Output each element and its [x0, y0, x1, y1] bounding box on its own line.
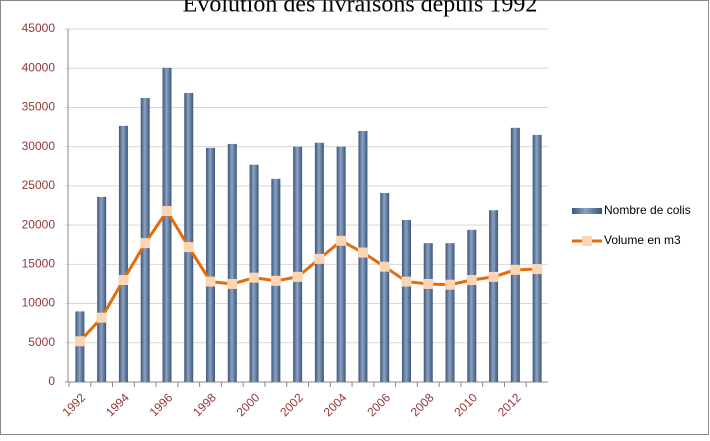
bar: [423, 243, 433, 382]
bar: [532, 134, 542, 382]
marker: [466, 275, 477, 286]
marker: [357, 247, 368, 258]
bar: [162, 67, 172, 382]
marker: [140, 238, 151, 249]
marker: [292, 271, 303, 282]
bar: [489, 210, 499, 382]
marker: [488, 271, 499, 282]
marker: [183, 242, 194, 253]
marker: [205, 276, 216, 287]
marker: [270, 275, 281, 286]
marker: [336, 235, 347, 246]
x-tick-label: 1994: [103, 390, 132, 419]
line: [78, 208, 538, 343]
bar: [510, 127, 520, 382]
legend-label: Volume en m3: [604, 233, 681, 247]
marker: [161, 205, 172, 216]
marker: [249, 272, 260, 283]
marker: [96, 312, 107, 323]
y-tick-label: 45000: [22, 21, 56, 35]
x-tick-label: 2008: [408, 390, 437, 419]
marker: [118, 275, 129, 286]
chart-title: Evolution des livraisons depuis 1992: [183, 0, 538, 18]
legend-swatch: [572, 208, 602, 214]
bar: [118, 125, 128, 382]
x-tick-label: 1992: [59, 390, 88, 419]
bar: [380, 192, 390, 382]
legend-marker: [582, 236, 592, 246]
legend-label: Nombre de colis: [604, 203, 691, 217]
bar: [445, 243, 455, 382]
bar: [227, 143, 237, 382]
x-tick-label: 1998: [190, 390, 219, 419]
x-tick-label: 2010: [451, 390, 480, 419]
marker: [445, 279, 456, 290]
y-tick-label: 0: [48, 374, 55, 388]
marker: [532, 264, 543, 275]
y-tick-label: 10000: [22, 296, 56, 310]
marker: [379, 261, 390, 272]
x-tick-label: 2002: [277, 390, 306, 419]
bar: [467, 229, 477, 382]
marker: [314, 253, 325, 264]
bar: [293, 146, 303, 382]
x-tick-label: 2004: [321, 390, 350, 419]
y-tick-label: 30000: [22, 139, 56, 153]
marker: [401, 276, 412, 287]
y-tick-label: 5000: [28, 335, 55, 349]
bar: [336, 146, 346, 382]
y-tick-label: 35000: [22, 100, 56, 114]
x-tick-label: 2000: [234, 390, 263, 419]
marker: [74, 336, 85, 347]
x-tick-label: 2006: [364, 390, 393, 419]
y-tick-label: 15000: [22, 257, 56, 271]
marker: [423, 278, 434, 289]
y-tick-label: 20000: [22, 217, 56, 231]
x-tick-label: 2012: [495, 390, 524, 419]
bar: [401, 220, 411, 382]
marker: [510, 264, 521, 275]
marker: [227, 278, 238, 289]
bar: [184, 92, 194, 382]
y-tick-label: 40000: [22, 60, 56, 74]
x-tick-label: 1996: [147, 390, 176, 419]
bar: [206, 147, 216, 382]
bar: [97, 196, 107, 382]
y-tick-label: 25000: [22, 178, 56, 192]
bar: [75, 311, 85, 382]
